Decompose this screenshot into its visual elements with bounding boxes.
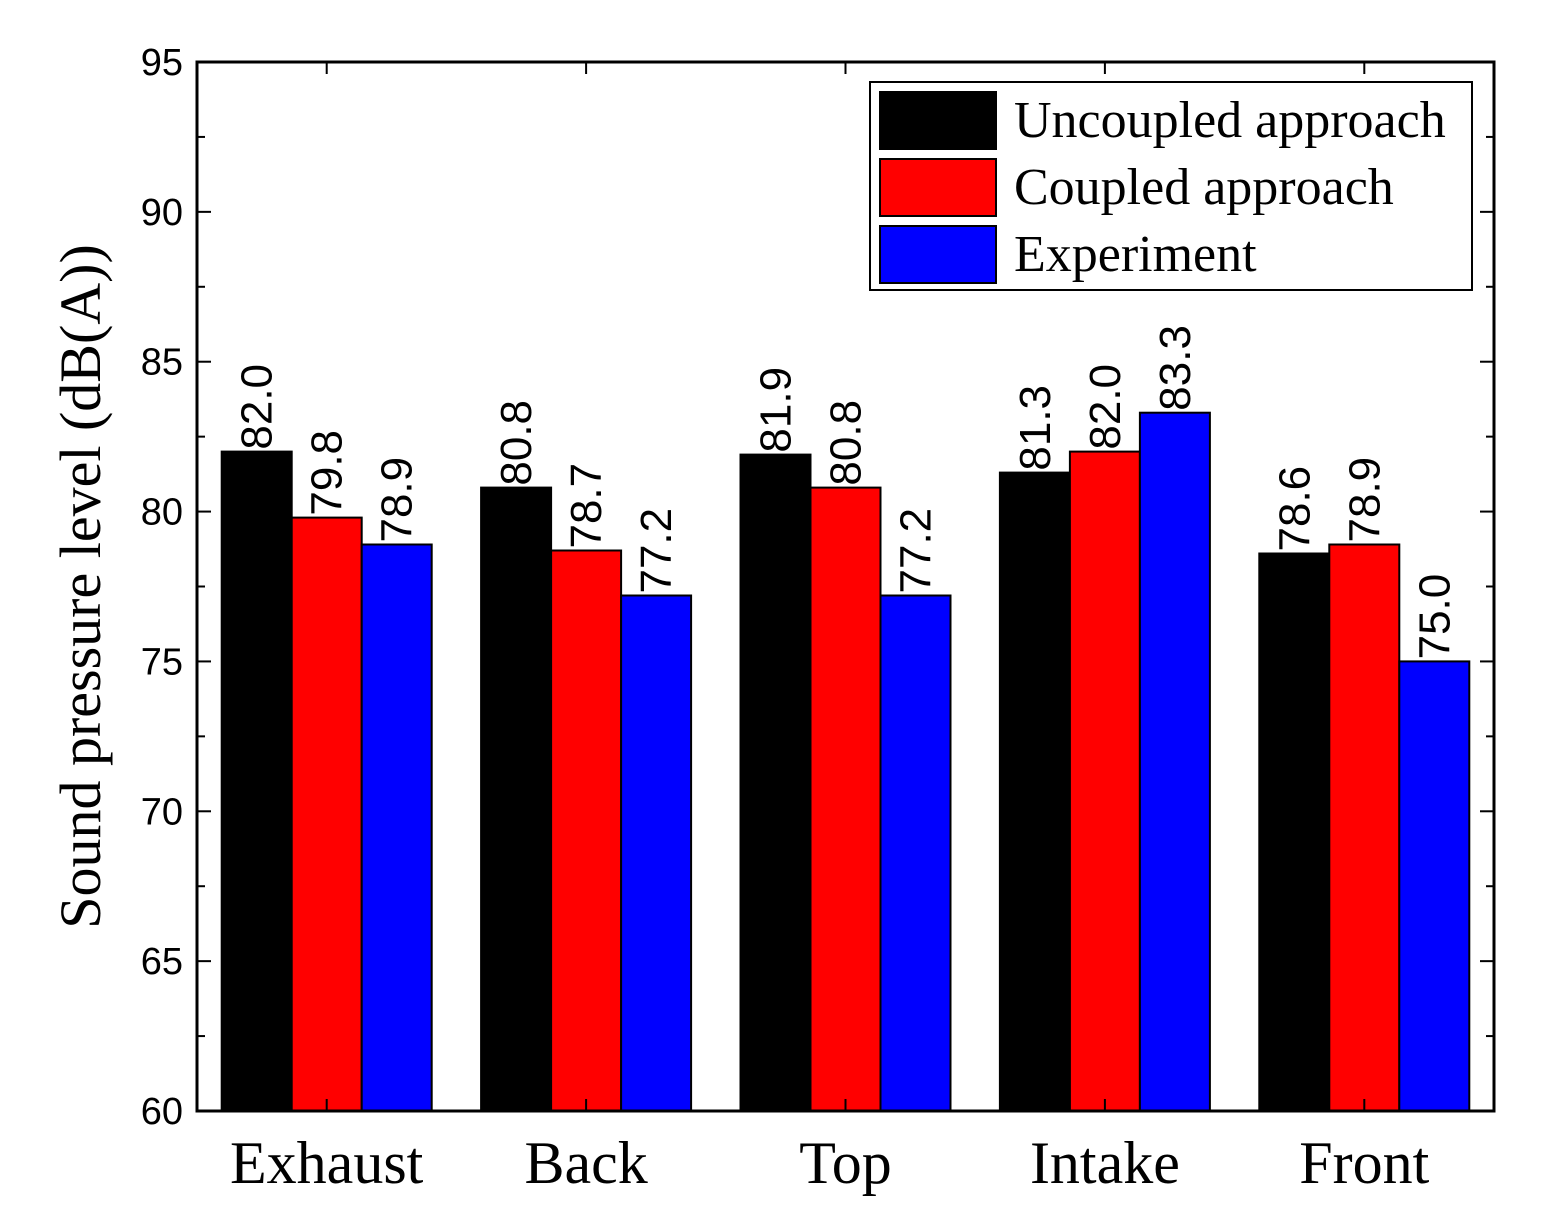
y-tick-label: 95 xyxy=(141,42,183,84)
data-label: 81.9 xyxy=(752,367,801,453)
bar-front-uncoupled-approach xyxy=(1258,552,1331,1112)
data-label: 78.7 xyxy=(562,463,611,549)
x-tick-label: Front xyxy=(1299,1130,1429,1196)
y-axis-title: Sound pressure level (dB(A)) xyxy=(48,244,113,929)
data-label: 78.6 xyxy=(1270,466,1319,552)
y-tick-label: 80 xyxy=(141,492,183,534)
bar-top-uncoupled-approach xyxy=(739,453,812,1113)
data-label: 78.9 xyxy=(373,457,422,543)
data-label: 77.2 xyxy=(892,508,941,594)
bar-intake-uncoupled-approach xyxy=(998,471,1071,1113)
bar-intake-coupled-approach xyxy=(1068,450,1141,1113)
y-tick-label: 60 xyxy=(141,1091,183,1133)
y-tick-label: 75 xyxy=(141,641,183,683)
data-label: 83.3 xyxy=(1151,325,1200,411)
y-tick-label: 70 xyxy=(141,791,183,833)
x-tick-label: Intake xyxy=(1030,1130,1180,1196)
bar-intake-experiment xyxy=(1138,411,1211,1112)
legend-swatch xyxy=(879,91,997,150)
bar-back-experiment xyxy=(620,594,693,1112)
x-tick-label: Back xyxy=(524,1130,647,1196)
bar-exhaust-uncoupled-approach xyxy=(220,450,293,1113)
data-label: 80.8 xyxy=(822,400,871,486)
data-label: 79.8 xyxy=(303,430,352,516)
bar-exhaust-experiment xyxy=(360,543,433,1112)
bar-front-experiment xyxy=(1398,660,1471,1113)
data-label: 75.0 xyxy=(1410,574,1459,660)
legend-label: Coupled approach xyxy=(1014,159,1394,216)
data-label: 77.2 xyxy=(632,508,681,594)
data-label: 80.8 xyxy=(492,400,541,486)
bar-back-uncoupled-approach xyxy=(480,486,553,1113)
bar-back-coupled-approach xyxy=(550,549,623,1112)
data-label: 82.0 xyxy=(1081,364,1130,450)
bar-top-experiment xyxy=(879,594,952,1112)
bar-exhaust-coupled-approach xyxy=(290,516,363,1112)
y-tick-label: 90 xyxy=(141,192,183,234)
legend-label: Uncoupled approach xyxy=(1014,92,1446,149)
x-tick-label: Exhaust xyxy=(230,1130,424,1196)
data-label: 78.9 xyxy=(1340,457,1389,543)
data-label: 81.3 xyxy=(1011,385,1060,471)
legend-label: Experiment xyxy=(1014,226,1257,283)
data-label: 82.0 xyxy=(233,364,282,450)
bar-top-coupled-approach xyxy=(809,486,882,1113)
legend-swatch xyxy=(879,225,997,284)
x-tick-label: Top xyxy=(799,1130,891,1196)
bar-front-coupled-approach xyxy=(1328,543,1401,1112)
y-tick-label: 65 xyxy=(141,941,183,983)
legend-swatch xyxy=(879,158,997,217)
y-tick-label: 85 xyxy=(141,342,183,384)
